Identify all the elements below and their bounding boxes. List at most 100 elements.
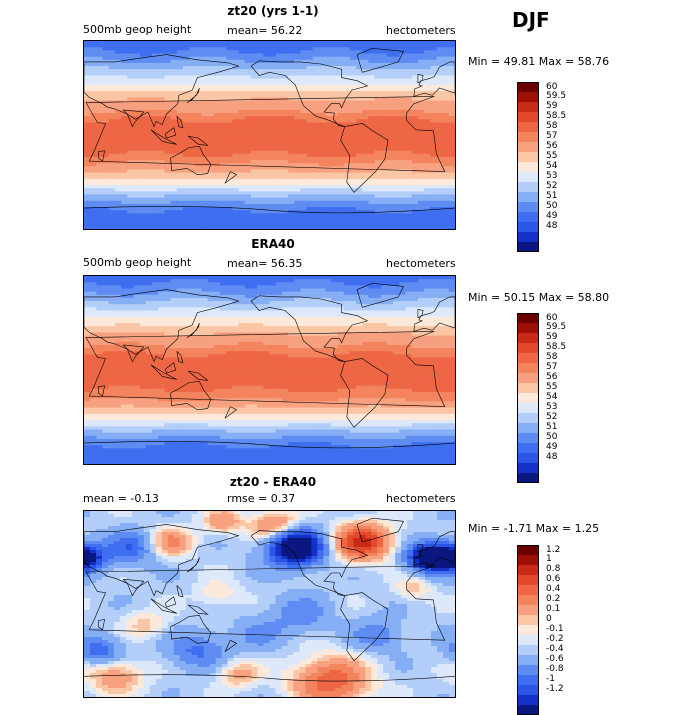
- colorbar-swatch: 58.5: [517, 342, 566, 353]
- colorbar-swatch: -0.6: [517, 654, 564, 665]
- panel-3-mean: mean = -0.13: [83, 492, 159, 505]
- coastline: [150, 364, 177, 380]
- coastline: [85, 96, 446, 172]
- coastline: [356, 282, 404, 308]
- difference-field: [84, 511, 455, 697]
- colorbar-tick-label: 51: [546, 422, 558, 432]
- panel-1-colorbar: 60 59.5 59 58.5 58 57 56 55 54 53 52 51 50 49 48: [517, 82, 566, 252]
- colorbar-swatch: 57: [517, 362, 557, 373]
- colorbar-tick-label: -0.8: [546, 664, 564, 674]
- coastline: [84, 54, 240, 128]
- colorbar-swatch: [517, 463, 539, 473]
- coastline: [176, 350, 184, 364]
- colorbar-tick-label: 59: [546, 101, 558, 111]
- colorbar-tick-label: 51: [546, 191, 558, 201]
- colorbar-swatch: 55: [517, 382, 557, 393]
- panel-1-map: [83, 40, 456, 230]
- coastline: [186, 322, 200, 338]
- coastline: [84, 206, 455, 214]
- panel-3-rmse: rmse = 0.37: [227, 492, 296, 505]
- coastline: [165, 127, 177, 139]
- geopotential-field: [84, 41, 455, 229]
- coastline: [340, 358, 389, 428]
- panel-3-map: [83, 510, 456, 698]
- coastline: [356, 47, 404, 73]
- colorbar-tick-label: 57: [546, 362, 558, 372]
- panel-2-minmax: Min = 50.15 Max = 58.80: [468, 291, 610, 304]
- coastline: [165, 362, 177, 374]
- colorbar-tick-label: 60: [546, 313, 558, 323]
- coastline: [98, 619, 105, 631]
- colorbar-tick-label: -0.4: [546, 644, 564, 654]
- coastline: [170, 381, 212, 411]
- colorbar-swatch: 56: [517, 141, 557, 152]
- coastline: [150, 129, 177, 145]
- coastline: [413, 531, 455, 567]
- coastline: [250, 530, 369, 596]
- colorbar-tick-label: 55: [546, 151, 558, 161]
- colorbar-tick-label: 56: [546, 141, 558, 151]
- season-label: DJF: [512, 8, 550, 32]
- coastline: [84, 289, 240, 363]
- colorbar-tick-label: 60: [546, 82, 558, 92]
- colorbar-swatch: 51: [517, 422, 557, 433]
- colorbar-tick-label: 48: [546, 452, 558, 462]
- coastline: [340, 592, 389, 662]
- colorbar-tick-label: 58: [546, 352, 558, 362]
- colorbar-tick-label: 49: [546, 442, 558, 452]
- geopotential-field: [84, 276, 455, 464]
- colorbar-tick-label: 49: [546, 211, 558, 221]
- colorbar-tick-label: -0.1: [546, 624, 564, 634]
- coastline: [340, 123, 389, 193]
- colorbar-swatch: 0.6: [517, 574, 560, 585]
- panel-3-minmax: Min = -1.71 Max = 1.25: [468, 522, 600, 535]
- colorbar-swatch: 0.1: [517, 604, 560, 615]
- coastline: [224, 639, 238, 653]
- colorbar-tick-label: 57: [546, 131, 558, 141]
- coastline: [250, 295, 369, 362]
- colorbar-tick-label: 52: [546, 412, 558, 422]
- colorbar-tick-label: 59: [546, 332, 558, 342]
- panel-1-units: hectometers: [386, 24, 456, 37]
- colorbar-swatch: [517, 242, 539, 252]
- panel-1-minmax: Min = 49.81 Max = 58.76: [468, 55, 610, 68]
- colorbar-tick-label: 0.8: [546, 564, 561, 574]
- colorbar-swatch: [517, 473, 539, 483]
- coastline: [170, 146, 212, 176]
- coastline: [165, 596, 177, 608]
- colorbar-swatch: -1.2: [517, 684, 564, 695]
- colorbar-tick-label: 50: [546, 201, 558, 211]
- colorbar-swatch: 0: [517, 614, 552, 625]
- colorbar-tick-label: 1.2: [546, 545, 561, 555]
- coastline: [84, 441, 455, 449]
- colorbar-swatch: [517, 695, 539, 705]
- colorbar-swatch: 48: [517, 221, 557, 232]
- panel-1-field-label: 500mb geop height: [83, 23, 192, 36]
- coastline: [122, 344, 145, 363]
- colorbar-swatch: -0.4: [517, 644, 564, 655]
- coastline: [413, 61, 455, 97]
- colorbar-tick-label: 59.5: [546, 91, 567, 101]
- panel-3-units: hectometers: [386, 492, 456, 505]
- colorbar-swatch: 52: [517, 412, 557, 423]
- colorbar-swatch: 0.2: [517, 594, 560, 605]
- colorbar-swatch: 57: [517, 131, 557, 142]
- colorbar-tick-label: 54: [546, 392, 558, 402]
- coastline: [186, 557, 200, 573]
- colorbar-swatch: 55: [517, 151, 557, 162]
- colorbar-swatch: 1.2: [517, 545, 560, 555]
- coastline: [176, 115, 184, 129]
- coastline: [176, 585, 184, 598]
- colorbar-swatch: 52: [517, 181, 557, 192]
- colorbar-tick-label: 0: [546, 614, 552, 624]
- coastline: [85, 331, 446, 407]
- colorbar-swatch: 50: [517, 201, 557, 212]
- panel-3-title: zt20 - ERA40: [229, 475, 317, 489]
- colorbar-swatch: -0.2: [517, 634, 564, 645]
- colorbar-swatch: 0.8: [517, 564, 560, 575]
- colorbar-swatch: 59.5: [517, 91, 566, 102]
- colorbar-swatch: 53: [517, 402, 557, 413]
- colorbar-swatch: 0.4: [517, 584, 560, 595]
- colorbar-tick-label: 53: [546, 402, 558, 412]
- colorbar-swatch: [517, 705, 539, 715]
